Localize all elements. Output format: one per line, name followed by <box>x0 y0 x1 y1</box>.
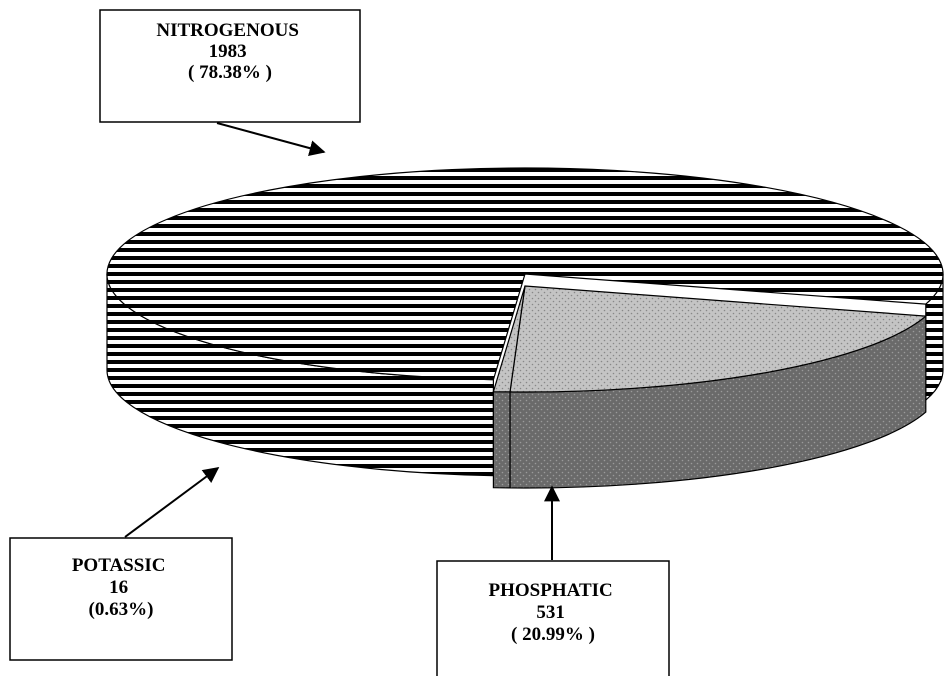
callout-potassic: POTASSIC 16 (0.63%) <box>9 467 233 661</box>
slice-label-name: PHOSPHATIC <box>489 580 613 601</box>
slice-potassic <box>492 285 526 393</box>
slice-label-name: NITROGENOUS <box>156 20 299 41</box>
slice-nitrogenous <box>106 167 944 381</box>
slice-label-value: 1983 <box>209 41 247 62</box>
callout-box <box>99 9 361 123</box>
slice-label-name: POTASSIC <box>72 555 166 576</box>
callout-box <box>9 537 233 661</box>
slice-label-percent: ( 78.38% ) <box>188 62 272 83</box>
slice-label-percent: ( 20.99% ) <box>511 624 595 645</box>
svg-text:POTASSIC 16 (0.63%: POTASSIC 16 (0.63%) <box>72 555 170 620</box>
svg-text:PHOSPHATIC 531 ( 2: PHOSPHATIC 531 ( 20.99% ) <box>489 580 618 645</box>
slice-label-value: 531 <box>536 602 565 623</box>
slice-side-potassic <box>492 391 511 489</box>
slice-label-value: 16 <box>109 577 128 598</box>
callout-nitrogenous: NITROGENOUS 1983 ( 78.38% ) <box>99 9 361 156</box>
slice-label-percent: (0.63%) <box>89 599 154 620</box>
slice-phosphatic <box>509 285 928 393</box>
pie-slices <box>106 167 944 489</box>
callout-arrow <box>124 467 220 538</box>
callout-phosphatic: PHOSPHATIC 531 ( 20.99% ) <box>436 485 670 676</box>
callout-arrow <box>216 122 326 156</box>
callout-box <box>436 560 670 676</box>
svg-text:NITROGENOUS 1983 (: NITROGENOUS 1983 ( 78.38% ) <box>156 20 303 83</box>
